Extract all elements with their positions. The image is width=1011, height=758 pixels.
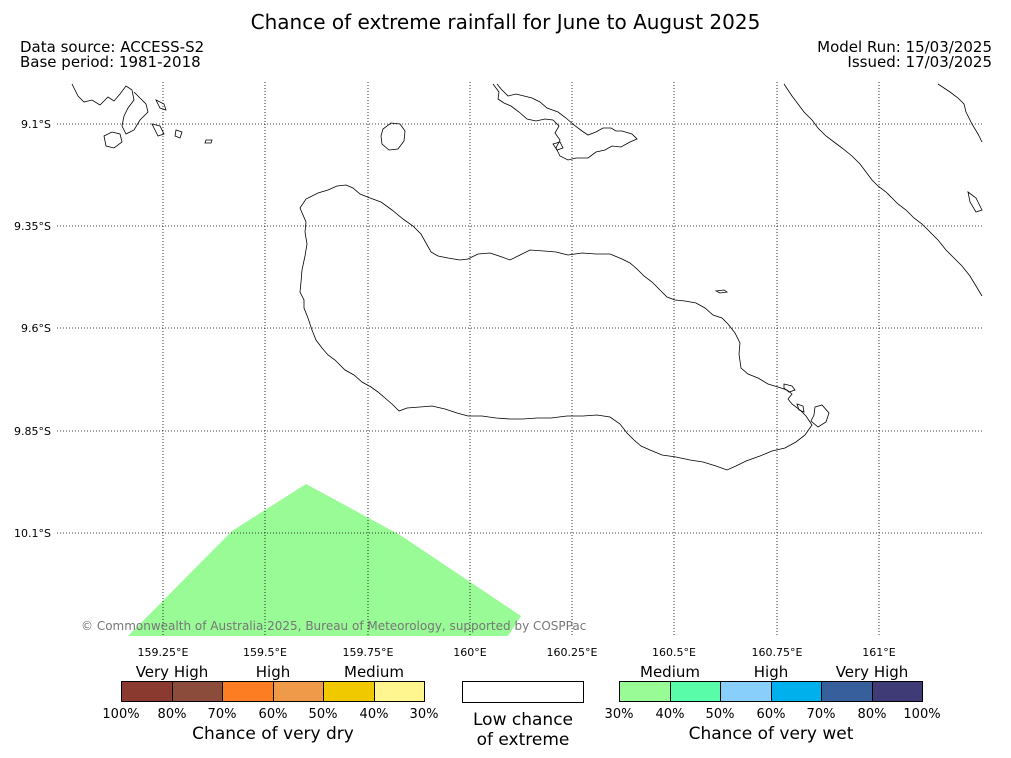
wet-swatch-80-100 [872,682,922,701]
dry-swatch-40-30 [374,682,424,701]
dry-tick: 100% [102,707,140,722]
wet-cat-very-high: Very High [835,663,909,681]
coastlines [71,83,983,471]
coastline-islet-2 [810,404,830,428]
coastline-islet-4 [714,289,729,294]
issued-date: Issued: 17/03/2025 [847,53,992,71]
coastline-guadalcanal [299,184,813,471]
shaded-region-medium-wet [128,484,521,636]
dry-swatch-50-40 [324,682,375,701]
dry-cat-very-high: Very High [135,663,209,681]
wet-cat-medium: Medium [640,663,700,681]
dry-swatch-80-70 [172,682,223,701]
meta-left: Data source: ACCESS-S2 Base period: 1981… [20,40,204,70]
low-chance-swatch [462,681,584,703]
coastline-russell-6 [204,139,213,144]
dry-legend-title: Chance of very dry [192,724,354,744]
coastline-russell-2 [103,131,123,149]
lon-labels: 159.25°E 159.5°E 159.75°E 160°E 160.25°E… [138,646,896,659]
lon-label-160: 160°E [453,646,486,659]
gridlines [57,82,982,636]
dry-cat-high: High [255,663,291,681]
dry-tick: 70% [207,707,237,722]
coastline-malaita-north [937,83,983,143]
coastline-malaita-islet [967,191,983,213]
lon-label-161: 161°E [862,646,895,659]
wet-tick: 30% [604,707,634,722]
dry-tick: 60% [258,707,288,722]
dry-tick: 50% [308,707,338,722]
wet-legend-title: Chance of very wet [688,724,854,744]
coastline-islet-1 [783,383,796,393]
wet-tick: 40% [655,707,685,722]
chart-title: Chance of extreme rainfall for June to A… [250,10,761,34]
wet-swatch-70-80 [822,682,873,701]
wet-tick: 100% [903,707,941,722]
coastline-nggela-small [552,141,564,151]
lon-label-160.5: 160.5°E [652,646,696,659]
lat-label-10.1: 10.1°S [14,527,51,540]
lon-label-159.25: 159.25°E [138,646,189,659]
lon-label-160.75: 160.75°E [752,646,803,659]
lat-label-9.85: 9.85°S [14,425,51,438]
wet-swatch-30-40 [620,682,671,701]
low-chance-line1: Low chance [473,710,573,730]
dry-swatch-100-80 [122,682,173,701]
wet-tick: 80% [857,707,887,722]
low-chance-label: Low chance of extreme [473,710,573,750]
meta-right: Model Run: 15/03/2025 Issued: 17/03/2025 [817,40,992,70]
copyright-notice: © Commonwealth of Australia 2025, Bureau… [81,619,586,633]
model-run: Model Run: 15/03/2025 [817,38,992,56]
coastline-russell-4 [155,99,167,111]
dry-swatch-60-50 [273,682,324,701]
lat-label-9.1: 9.1°S [21,118,51,131]
lon-label-159.75: 159.75°E [343,646,394,659]
dry-colorbar [121,681,425,702]
lon-label-160.25: 160.25°E [547,646,598,659]
wet-swatch-40-50 [670,682,721,701]
coastline-russell-5 [174,129,183,139]
lat-label-9.35: 9.35°S [14,220,51,233]
wet-swatch-60-70 [771,682,822,701]
coastline-russell-3 [151,123,165,137]
coastline-malaita [783,83,983,297]
dry-swatch-70-60 [223,682,274,701]
wet-tick: 60% [756,707,786,722]
dry-tick: 80% [157,707,187,722]
data-source: Data source: ACCESS-S2 [20,38,205,56]
wet-tick: 50% [705,707,735,722]
coastline-savo [380,122,406,151]
dry-tick: 30% [409,707,439,722]
lon-label-159.5: 159.5°E [243,646,287,659]
lat-label-9.6: 9.6°S [21,322,51,335]
dry-tick: 40% [359,707,389,722]
coastline-russell [71,83,149,135]
base-period: Base period: 1981-2018 [20,53,201,71]
low-chance-line2: of extreme [476,730,570,750]
coastline-islet-3 [796,403,805,413]
coastline-nggela [492,83,638,161]
map: 9.1°S 9.35°S 9.6°S 9.85°S 10.1°S 159.25°… [14,82,983,659]
lat-labels: 9.1°S 9.35°S 9.6°S 9.85°S 10.1°S [14,118,51,540]
dry-cat-medium: Medium [344,663,404,681]
wet-colorbar [619,681,923,702]
wet-tick: 70% [806,707,836,722]
wet-swatch-50-60 [721,682,772,701]
wet-cat-high: High [753,663,789,681]
